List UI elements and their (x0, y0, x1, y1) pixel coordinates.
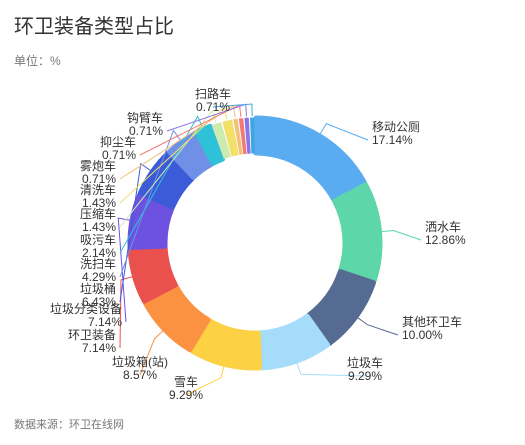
slice-2-leader-line (357, 317, 399, 336)
slice-8-leader-line (119, 162, 151, 303)
slice-12-arc (222, 119, 239, 157)
slice-14-arc (238, 118, 247, 155)
slice-4-name-label: 雪车 (174, 374, 198, 389)
slice-6-value-label: 7.14% (82, 341, 116, 355)
slice-0-arc (253, 115, 368, 203)
slice-10-value-label: 2.14% (82, 246, 116, 260)
slice-16-value-label: 0.71% (196, 100, 230, 114)
slice-14-value-label: 0.71% (102, 148, 136, 162)
slice-1-leader-line (381, 230, 422, 241)
slice-12-name-label: 清洗车 (80, 182, 116, 197)
slice-0-name-label: 移动公厕 (372, 120, 420, 134)
slice-1-value-label: 12.86% (425, 233, 466, 247)
slice-6-name-label: 环卫装备 (68, 328, 116, 342)
slice-14-name-label: 抑尘车 (100, 134, 136, 149)
slice-10-arc (194, 123, 226, 166)
slice-13-arc (233, 118, 243, 155)
slice-11-value-label: 1.43% (82, 220, 116, 234)
slice-3-name-label: 垃圾车 (347, 355, 383, 370)
data-source: 数据来源：环卫在线网 (14, 419, 124, 431)
slice-15-arc (244, 117, 251, 154)
slice-1-name-label: 洒水车 (425, 219, 461, 234)
slice-4-value-label: 9.29% (169, 388, 203, 402)
slice-9-value-label: 4.29% (82, 270, 116, 284)
slice-12-leader-line (119, 106, 228, 204)
slice-16-leader-line (212, 103, 253, 117)
slice-9-name-label: 洗扫车 (80, 256, 116, 271)
slice-1-arc (332, 182, 383, 284)
slice-16-name-label: 扫路车 (195, 86, 231, 101)
unit-label: 单位：% (14, 54, 61, 68)
slice-6-leader-line (119, 276, 133, 349)
slice-8-name-label: 垃圾桶 (80, 281, 116, 296)
slice-10-leader-line (119, 115, 204, 254)
slice-9-leader-line (119, 129, 181, 278)
slice-0-leader-line (319, 123, 369, 141)
slice-11-name-label: 压缩车 (80, 206, 116, 221)
slice-10-name-label: 吸污车 (80, 232, 116, 247)
slice-0-value-label: 17.14% (372, 133, 413, 147)
slice-7-value-label: 7.14% (88, 315, 122, 329)
slice-16-arc (250, 117, 255, 154)
slice-5-leader-line (139, 330, 164, 376)
slice-3-value-label: 9.29% (348, 369, 382, 383)
slice-2-value-label: 10.00% (402, 328, 443, 342)
slice-15-value-label: 0.71% (129, 124, 163, 138)
slice-3-leader-line (296, 362, 366, 377)
slice-7-name-label: 垃圾分类设备 (50, 301, 122, 316)
slice-4-leader-line (185, 366, 225, 396)
slice-5-value-label: 8.57% (123, 368, 157, 382)
slice-8-value-label: 6.43% (82, 295, 116, 309)
slice-5-name-label: 垃圾箱(站) (112, 354, 168, 369)
page-title: 环卫装备类型占比 (14, 16, 174, 38)
slice-13-name-label: 雾炮车 (80, 158, 116, 173)
slice-12-value-label: 1.43% (82, 196, 116, 210)
slice-11-arc (211, 122, 231, 159)
slice-2-name-label: 其他环卫车 (402, 314, 462, 329)
slice-15-name-label: 钩臂车 (127, 110, 163, 125)
slice-13-value-label: 0.71% (82, 172, 116, 186)
